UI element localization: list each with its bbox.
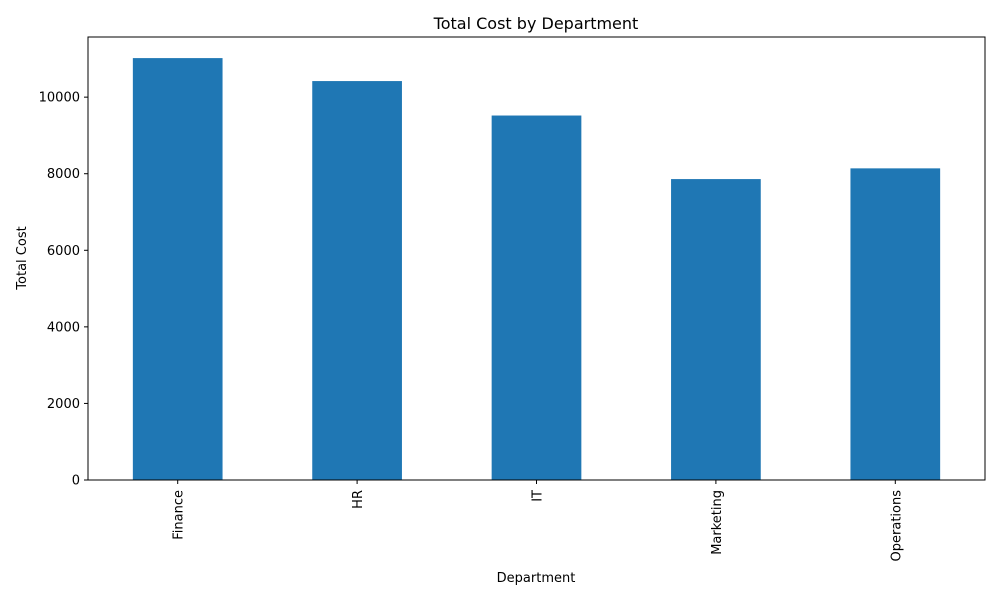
bar-finance bbox=[132, 58, 223, 480]
y-axis: 0 2000 4000 6000 8000 10000 bbox=[39, 91, 88, 489]
x-tick-label: Finance bbox=[172, 490, 187, 540]
bar-hr bbox=[312, 81, 402, 480]
y-tick-label: 2000 bbox=[47, 397, 80, 412]
x-axis: Finance HR IT Marketing Operations bbox=[172, 480, 904, 562]
chart-title: Total Cost by Department bbox=[433, 14, 639, 33]
x-tick-label: Marketing bbox=[710, 490, 725, 555]
plot-frame bbox=[87, 36, 986, 481]
bar-marketing bbox=[671, 179, 761, 480]
y-axis-title: Total Cost bbox=[15, 226, 30, 290]
x-tick-label: IT bbox=[531, 490, 546, 502]
y-tick-label: 6000 bbox=[47, 244, 80, 259]
x-tick-label: Operations bbox=[889, 490, 904, 562]
y-tick-label: 4000 bbox=[47, 320, 80, 335]
x-axis-title: Department bbox=[497, 571, 576, 586]
bars-layer bbox=[132, 58, 941, 481]
y-tick-label: 10000 bbox=[39, 91, 80, 106]
y-tick-label: 0 bbox=[72, 474, 80, 489]
x-tick-label: HR bbox=[351, 490, 366, 509]
bar-operations bbox=[850, 168, 941, 480]
bar-it bbox=[491, 115, 582, 481]
y-tick-label: 8000 bbox=[47, 167, 80, 182]
